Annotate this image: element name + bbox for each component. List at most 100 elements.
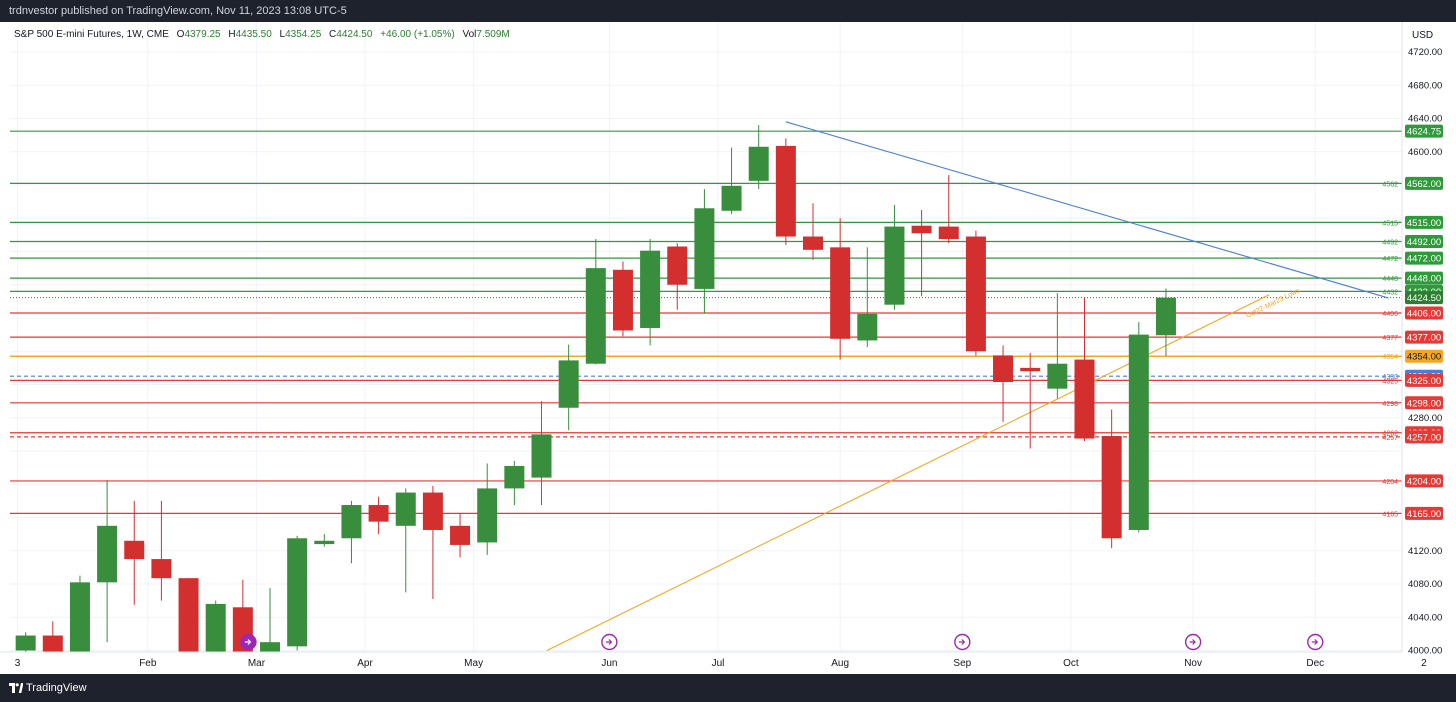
candle-down bbox=[993, 345, 1014, 422]
volume-label: Vol bbox=[463, 29, 477, 40]
candle-body bbox=[124, 540, 145, 560]
publisher-bar: trdnvestor published on TradingView.com,… bbox=[0, 0, 1456, 22]
price-badge-label: 4624.75 bbox=[1407, 127, 1441, 138]
candle-body bbox=[667, 246, 688, 285]
candle-up bbox=[341, 500, 362, 564]
price-badge: 4257.00 bbox=[1405, 430, 1443, 444]
candle-body bbox=[151, 559, 172, 579]
price-tick-label: 4600.00 bbox=[1408, 147, 1442, 158]
price-badge: 4515.00 bbox=[1405, 215, 1443, 229]
tradingview-logo-icon bbox=[9, 683, 23, 693]
time-tick-label: May bbox=[464, 658, 483, 669]
price-badge-bg bbox=[1405, 235, 1443, 249]
candle-body bbox=[1128, 334, 1149, 530]
level-small-label: 4406 bbox=[1382, 311, 1398, 318]
time-tick-label: 3 bbox=[15, 658, 21, 669]
candle-down bbox=[667, 243, 688, 310]
tradingview-brand: TradingView bbox=[26, 682, 87, 694]
candle-down bbox=[178, 578, 199, 652]
candle-body bbox=[884, 226, 905, 305]
level-small-label: 4472 bbox=[1382, 256, 1398, 263]
candle-up bbox=[1155, 288, 1176, 357]
price-badge-bg bbox=[1405, 349, 1443, 363]
volume-value: 7.509M bbox=[476, 29, 509, 40]
price-badge-bg bbox=[1405, 396, 1443, 410]
candle-body bbox=[341, 505, 362, 539]
candle-body bbox=[287, 538, 308, 647]
candle-body bbox=[260, 642, 281, 652]
candle-body bbox=[531, 434, 552, 478]
chart-area[interactable]: 4562 4515 4492 4472 4448 4432 4406 4377 4354 4330… bbox=[0, 22, 1456, 674]
candle-up bbox=[1128, 322, 1149, 533]
event-marker-icon bbox=[1184, 633, 1202, 651]
candle-down bbox=[42, 621, 63, 652]
candle-body bbox=[504, 465, 525, 489]
trendline bbox=[785, 121, 1389, 299]
symbol-legend: S&P 500 E-mini Futures, 1W, CME O4379.25… bbox=[14, 29, 510, 40]
price-badge: 4492.00 bbox=[1405, 235, 1443, 249]
currency-label[interactable]: USD bbox=[1412, 30, 1433, 41]
candle-body bbox=[993, 355, 1014, 383]
price-tick-label: 4640.00 bbox=[1408, 114, 1442, 125]
price-badge: 4377.00 bbox=[1405, 330, 1443, 344]
level-small-label: 4492 bbox=[1382, 240, 1398, 247]
price-badge-bg bbox=[1405, 271, 1443, 285]
price-axis[interactable]: 4000.00 4040.00 4080.00 4120.00 4280.00 4600.… bbox=[1401, 22, 1443, 657]
price-badge: 4406.00 bbox=[1405, 306, 1443, 320]
event-marker-glyph bbox=[958, 639, 966, 645]
candle-body bbox=[830, 247, 851, 339]
time-axis[interactable]: 3 Feb Mar Apr May Jun Jul Aug Sep Oct Nov Dec 2 bbox=[0, 651, 1427, 669]
candle-body bbox=[1074, 359, 1095, 439]
price-badge: 4165.00 bbox=[1405, 506, 1443, 520]
candle-up bbox=[69, 575, 90, 652]
candle-up bbox=[477, 463, 498, 555]
event-marker-glyph bbox=[244, 639, 252, 645]
candle-up bbox=[531, 401, 552, 506]
trendline bbox=[546, 294, 1270, 651]
candle-up bbox=[260, 588, 281, 652]
price-tick-label: 4280.00 bbox=[1408, 413, 1442, 424]
time-tick-label: Aug bbox=[831, 658, 849, 669]
publisher-text: trdnvestor published on TradingView.com,… bbox=[9, 5, 347, 17]
level-small-label: 4377 bbox=[1382, 335, 1398, 342]
level-small-label: 4562 bbox=[1382, 181, 1398, 188]
candle-body bbox=[15, 635, 36, 651]
price-badge-bg bbox=[1405, 506, 1443, 520]
candle-up bbox=[97, 480, 118, 643]
candle-up bbox=[585, 239, 606, 365]
event-markers bbox=[240, 633, 1324, 651]
candle-down bbox=[151, 500, 172, 601]
price-badge-label: 4204.00 bbox=[1407, 476, 1441, 487]
candle-up bbox=[287, 535, 308, 651]
price-tick-label: 4680.00 bbox=[1408, 80, 1442, 91]
candle-body bbox=[694, 208, 715, 289]
candle-down bbox=[368, 496, 389, 535]
level-small-label: 4204 bbox=[1382, 479, 1398, 486]
level-small-label: 4325 bbox=[1382, 378, 1398, 385]
candlestick-chart[interactable]: 4562 4515 4492 4472 4448 4432 4406 4377 4354 4330… bbox=[0, 22, 1456, 674]
low-label: L bbox=[280, 29, 286, 40]
price-badge-label: 4472.00 bbox=[1407, 254, 1441, 265]
last-price-badge-bg bbox=[1405, 291, 1443, 305]
last-price-badge: 4424.50 bbox=[1405, 291, 1443, 305]
candle-down bbox=[612, 261, 633, 337]
price-badge-label: 4257.00 bbox=[1407, 432, 1441, 443]
candle-up bbox=[314, 534, 335, 547]
candle-body bbox=[911, 225, 932, 234]
candle-body bbox=[585, 268, 606, 364]
candle-up bbox=[857, 247, 878, 348]
candle-up bbox=[558, 344, 579, 431]
price-badge-label: 4165.00 bbox=[1407, 509, 1441, 520]
event-marker-icon bbox=[601, 633, 618, 651]
candle-body bbox=[1101, 436, 1122, 539]
candle-body bbox=[612, 269, 633, 331]
candle-up bbox=[640, 239, 661, 346]
candle-up bbox=[15, 632, 36, 652]
time-tick-label: Nov bbox=[1184, 658, 1202, 669]
candle-up bbox=[504, 460, 525, 506]
candle-body bbox=[422, 492, 443, 530]
candle-up bbox=[1047, 293, 1068, 399]
time-tick-label: Sep bbox=[953, 658, 971, 669]
price-tick-label: 4000.00 bbox=[1408, 646, 1442, 657]
price-badge-bg bbox=[1405, 430, 1443, 444]
